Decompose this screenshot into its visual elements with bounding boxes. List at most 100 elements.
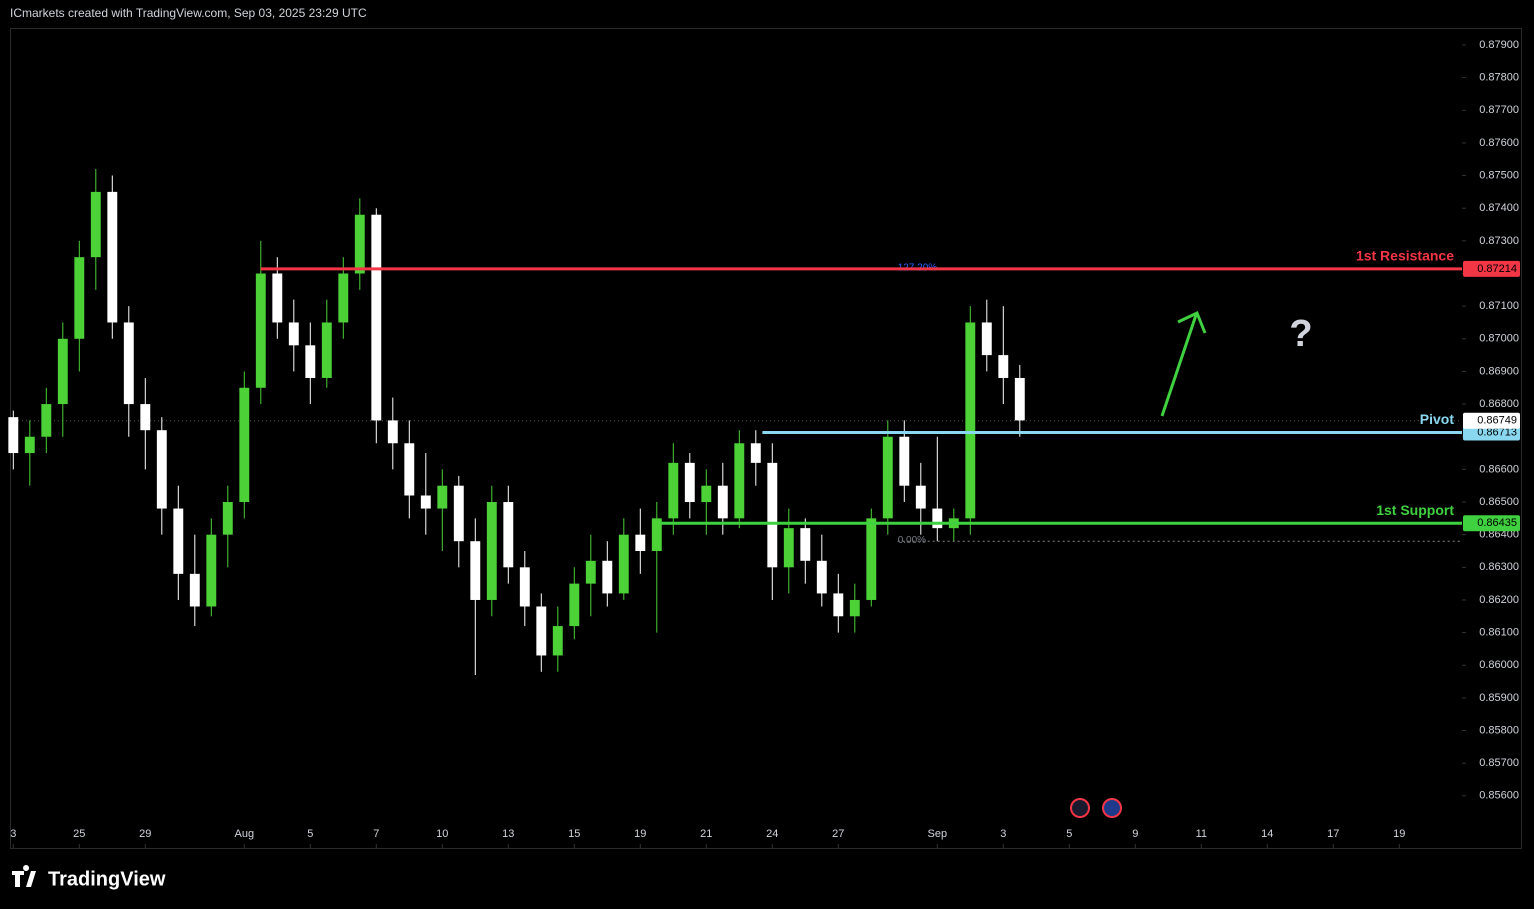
- candle-body: [833, 593, 844, 617]
- candle: [189, 534, 200, 627]
- candle: [750, 430, 761, 486]
- y-tick-label: 0.87800: [1479, 72, 1519, 84]
- candle: [24, 420, 35, 486]
- x-tick-label: 9: [1132, 828, 1138, 840]
- candle: [585, 534, 596, 617]
- candle: [849, 583, 860, 633]
- candle-body: [915, 485, 926, 509]
- candle-body: [420, 495, 431, 509]
- y-tick-label: 0.85700: [1479, 757, 1519, 769]
- candle: [8, 410, 19, 470]
- candle: [734, 430, 745, 529]
- candle: [206, 518, 217, 617]
- question-mark: ?: [1289, 313, 1312, 355]
- x-tick-label: 14: [1261, 828, 1273, 840]
- candle-body: [321, 322, 332, 378]
- x-tick-label: 11: [1196, 828, 1207, 840]
- candle: [272, 257, 283, 339]
- candle-body: [239, 387, 250, 503]
- candle: [536, 593, 547, 672]
- candle-body: [222, 502, 233, 535]
- x-tick-label: 3: [10, 828, 16, 840]
- candle-body: [387, 420, 398, 444]
- y-tick-label: 0.85600: [1479, 790, 1519, 802]
- candle-body: [24, 436, 35, 454]
- y-tick-label: 0.86400: [1479, 529, 1519, 541]
- candle-body: [173, 508, 184, 574]
- candle: [239, 371, 250, 519]
- candle: [420, 453, 431, 535]
- candle: [519, 550, 530, 627]
- candle: [404, 420, 415, 519]
- candle: [321, 299, 332, 388]
- x-tick-label: 15: [568, 828, 580, 840]
- header: ICmarkets created with TradingView.com, …: [10, 6, 367, 20]
- candle-body: [816, 560, 827, 594]
- price-tag: [1463, 515, 1520, 532]
- level-name: Pivot: [1420, 411, 1455, 427]
- candle-body: [354, 214, 365, 274]
- y-tick-label: 0.87100: [1479, 300, 1519, 312]
- candle: [816, 534, 827, 607]
- candle-body: [107, 191, 118, 323]
- level-name: 1st Resistance: [1356, 248, 1454, 264]
- candle-body: [288, 322, 299, 346]
- candle-body: [8, 417, 19, 454]
- candle-body: [206, 534, 217, 607]
- candle: [602, 541, 613, 607]
- candle: [486, 485, 497, 617]
- y-tick-label: 0.85800: [1479, 724, 1519, 736]
- candle-body: [882, 436, 893, 519]
- y-tick-label: 0.87400: [1479, 202, 1519, 214]
- arrow: [1160, 310, 1207, 417]
- candle-body: [965, 322, 976, 519]
- candle: [305, 322, 316, 405]
- event-icon[interactable]: [1070, 798, 1090, 818]
- candle-body: [569, 583, 580, 627]
- candle-body: [519, 567, 530, 607]
- candle-body: [899, 436, 910, 486]
- x-tick-label: Sep: [928, 828, 948, 840]
- candle-body: [140, 404, 151, 431]
- y-tick-label: 0.86800: [1479, 398, 1519, 410]
- x-tick-label: 19: [634, 828, 646, 840]
- arrow-head: [1177, 310, 1207, 334]
- candle: [123, 306, 134, 437]
- candle: [470, 518, 481, 676]
- candle-body: [750, 443, 761, 463]
- x-tick-label: 5: [1066, 828, 1072, 840]
- candle-body: [536, 606, 547, 656]
- event-icon[interactable]: [1102, 798, 1122, 818]
- brand: TradingView: [48, 868, 166, 890]
- y-tick-label: 0.86100: [1479, 627, 1519, 639]
- candle-body: [635, 534, 646, 551]
- x-tick-label: 29: [139, 828, 151, 840]
- candle-body: [998, 355, 1009, 378]
- x-tick-label: 27: [832, 828, 844, 840]
- price-tag-label: 0.86713: [1477, 426, 1517, 438]
- arrow-shaft: [1160, 314, 1198, 417]
- last-price-label: 0.86749: [1477, 415, 1517, 427]
- candle-body: [123, 322, 134, 405]
- y-tick-label: 0.87900: [1479, 39, 1519, 51]
- y-tick-label: 0.87700: [1479, 104, 1519, 116]
- candle: [981, 299, 992, 372]
- last-price-tag: [1463, 412, 1520, 429]
- candle: [998, 306, 1009, 405]
- x-tick-label: 24: [766, 828, 778, 840]
- candle-body: [734, 443, 745, 519]
- candle-body: [305, 345, 316, 378]
- candle: [107, 175, 118, 339]
- candle-body: [470, 541, 481, 600]
- candle-body: [189, 573, 200, 607]
- y-tick-label: 0.87300: [1479, 235, 1519, 247]
- price-tag: [1463, 260, 1520, 277]
- candle: [288, 299, 299, 372]
- y-tick-label: 0.86300: [1479, 561, 1519, 573]
- y-tick-label: 0.86500: [1479, 496, 1519, 508]
- x-tick-label: 5: [307, 828, 313, 840]
- x-tick-label: 21: [700, 828, 712, 840]
- x-tick-label: 25: [73, 828, 85, 840]
